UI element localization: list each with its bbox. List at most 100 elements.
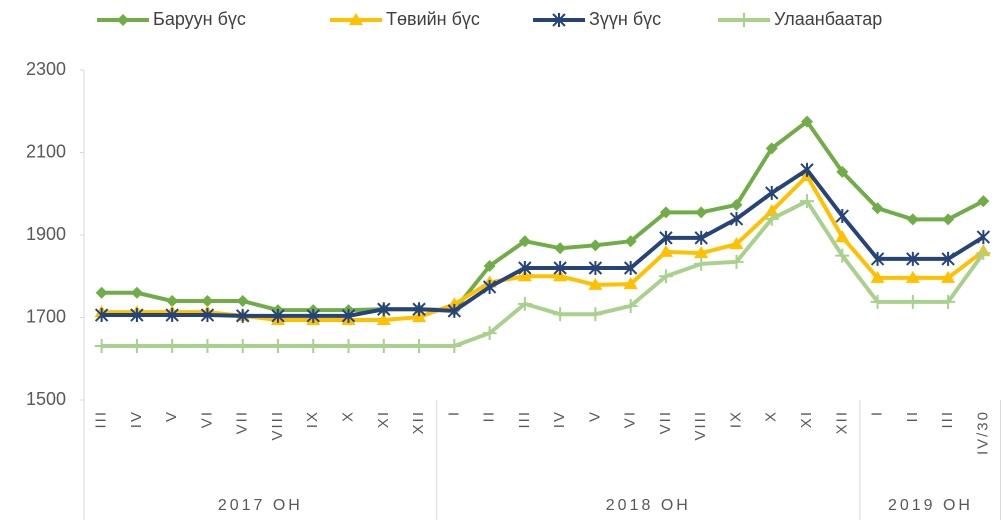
point <box>236 308 250 323</box>
point <box>349 13 363 25</box>
x-tick-label: I <box>445 410 462 416</box>
point <box>906 213 919 226</box>
legend-label: Зүүн бүс <box>589 9 661 29</box>
point <box>341 338 356 353</box>
point <box>737 13 751 27</box>
legend-item: Төвийн бүс <box>330 9 480 29</box>
point <box>765 185 779 200</box>
point <box>729 211 744 226</box>
point <box>200 308 215 323</box>
x-tick-label: V <box>163 410 180 422</box>
point <box>412 338 427 353</box>
point <box>306 338 321 353</box>
point <box>835 248 850 263</box>
x-tick-label: VIII <box>269 410 286 441</box>
point <box>623 261 638 275</box>
point <box>166 295 179 307</box>
legend-item: Зүүн бүс <box>533 9 661 29</box>
x-tick-label: V <box>586 410 603 422</box>
point <box>941 251 955 266</box>
point <box>447 338 462 353</box>
point <box>518 261 532 275</box>
point <box>694 230 708 245</box>
point <box>235 338 250 353</box>
x-tick-label: VII <box>657 410 674 434</box>
x-tick-label: III <box>93 410 110 429</box>
point <box>694 256 709 271</box>
point <box>553 261 567 275</box>
x-tick-label: IV <box>551 410 568 428</box>
point <box>130 308 144 323</box>
point <box>270 338 285 353</box>
point <box>976 246 991 261</box>
point <box>942 213 955 226</box>
point <box>870 251 885 266</box>
point <box>835 209 849 224</box>
point <box>623 277 638 290</box>
point <box>765 142 778 155</box>
legend-label: Улаанбаатар <box>774 9 882 29</box>
point <box>165 308 179 323</box>
point <box>694 246 709 259</box>
point <box>306 308 320 323</box>
series-line <box>101 167 985 318</box>
point <box>870 294 885 309</box>
point <box>658 244 673 257</box>
point <box>871 202 884 215</box>
point <box>941 270 956 283</box>
point <box>906 251 920 266</box>
point <box>236 295 249 307</box>
point <box>905 270 920 283</box>
point <box>94 308 109 323</box>
point <box>800 162 814 177</box>
point <box>764 204 779 217</box>
point <box>554 242 567 255</box>
point <box>341 308 356 323</box>
point <box>588 307 603 322</box>
point <box>201 295 214 307</box>
point <box>730 198 743 211</box>
point <box>659 230 673 245</box>
legend-item: Улаанбаатар <box>718 9 882 29</box>
point <box>271 308 285 323</box>
point <box>94 338 109 353</box>
x-tick-label: II <box>904 410 921 422</box>
point <box>589 239 602 252</box>
group-label: 2018 ОН <box>606 497 691 514</box>
x-tick-label: III <box>939 410 956 429</box>
point <box>482 279 497 294</box>
y-tick-label: 2300 <box>26 59 66 79</box>
point <box>376 338 391 353</box>
y-tick-label: 2100 <box>26 141 66 161</box>
x-tick-label: III <box>516 410 533 429</box>
point <box>483 259 496 272</box>
legend-item: Баруун бүс <box>97 9 246 29</box>
point <box>130 286 143 299</box>
group-label: 2017 ОН <box>218 497 303 514</box>
point <box>588 261 603 275</box>
x-tick-label: X <box>339 410 356 422</box>
series-line <box>101 119 985 313</box>
x-tick-label: XI <box>375 410 392 428</box>
x-tick-label: XII <box>410 410 427 434</box>
point <box>553 269 568 282</box>
point <box>695 206 708 219</box>
point <box>976 230 991 245</box>
point <box>117 14 129 26</box>
point <box>623 298 638 313</box>
point <box>200 338 215 353</box>
legend-label: Төвийн бүс <box>386 9 480 29</box>
point <box>517 269 532 282</box>
series-line <box>101 199 985 348</box>
point <box>517 296 532 311</box>
x-tick-label: IX <box>304 410 321 428</box>
x-tick-label: IX <box>727 410 744 428</box>
x-tick-label: IV/30 <box>974 410 991 455</box>
point <box>836 165 849 178</box>
point <box>624 235 637 248</box>
point <box>377 302 391 317</box>
point <box>447 303 462 318</box>
y-tick-label: 1700 <box>26 306 66 326</box>
point <box>518 235 531 248</box>
